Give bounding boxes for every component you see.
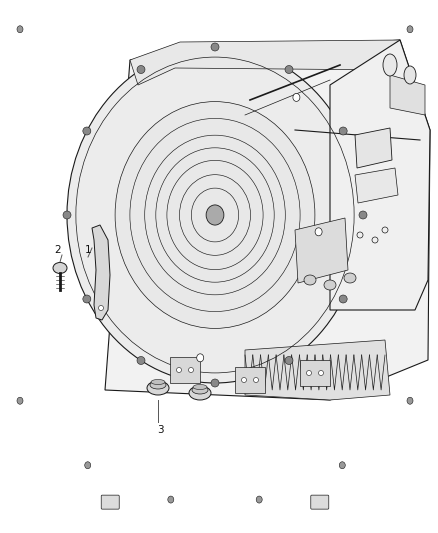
Ellipse shape (304, 275, 316, 285)
Ellipse shape (192, 386, 208, 394)
Polygon shape (92, 225, 110, 320)
FancyBboxPatch shape (101, 495, 119, 509)
Ellipse shape (318, 370, 324, 376)
Ellipse shape (339, 462, 345, 469)
Ellipse shape (115, 102, 315, 328)
Ellipse shape (188, 367, 194, 373)
Ellipse shape (241, 377, 247, 383)
Ellipse shape (339, 295, 347, 303)
Ellipse shape (324, 280, 336, 290)
Polygon shape (130, 40, 400, 85)
Ellipse shape (285, 66, 293, 74)
FancyBboxPatch shape (311, 495, 329, 509)
Ellipse shape (63, 211, 71, 219)
Ellipse shape (83, 127, 91, 135)
Ellipse shape (151, 379, 165, 384)
Ellipse shape (383, 54, 397, 76)
Polygon shape (245, 340, 390, 400)
Ellipse shape (211, 43, 219, 51)
Ellipse shape (150, 381, 166, 389)
Ellipse shape (285, 357, 293, 365)
Polygon shape (330, 40, 430, 310)
Ellipse shape (404, 66, 416, 84)
Polygon shape (235, 367, 265, 393)
Ellipse shape (147, 381, 169, 395)
Text: 3: 3 (157, 425, 163, 435)
Ellipse shape (407, 26, 413, 33)
Ellipse shape (344, 273, 356, 283)
Ellipse shape (67, 47, 363, 383)
Ellipse shape (211, 379, 219, 387)
Polygon shape (355, 168, 398, 203)
Ellipse shape (137, 66, 145, 74)
Ellipse shape (339, 127, 347, 135)
Polygon shape (300, 360, 330, 386)
Ellipse shape (407, 397, 413, 404)
Text: 2: 2 (55, 245, 61, 255)
Ellipse shape (193, 384, 207, 390)
Ellipse shape (256, 496, 262, 503)
Ellipse shape (254, 377, 258, 383)
Ellipse shape (17, 397, 23, 404)
Ellipse shape (315, 228, 322, 236)
Ellipse shape (137, 357, 145, 365)
Text: 1: 1 (85, 245, 91, 255)
Polygon shape (105, 40, 430, 400)
Polygon shape (390, 75, 425, 115)
Ellipse shape (293, 93, 300, 101)
Ellipse shape (168, 496, 174, 503)
Ellipse shape (53, 262, 67, 273)
Ellipse shape (83, 295, 91, 303)
Ellipse shape (17, 26, 23, 33)
Ellipse shape (307, 370, 311, 376)
Ellipse shape (85, 462, 91, 469)
Polygon shape (170, 357, 200, 383)
Ellipse shape (359, 211, 367, 219)
Ellipse shape (197, 354, 204, 362)
Ellipse shape (99, 305, 103, 311)
Ellipse shape (189, 386, 211, 400)
Ellipse shape (177, 367, 181, 373)
Polygon shape (355, 128, 392, 168)
Ellipse shape (206, 205, 224, 225)
Polygon shape (295, 218, 348, 283)
